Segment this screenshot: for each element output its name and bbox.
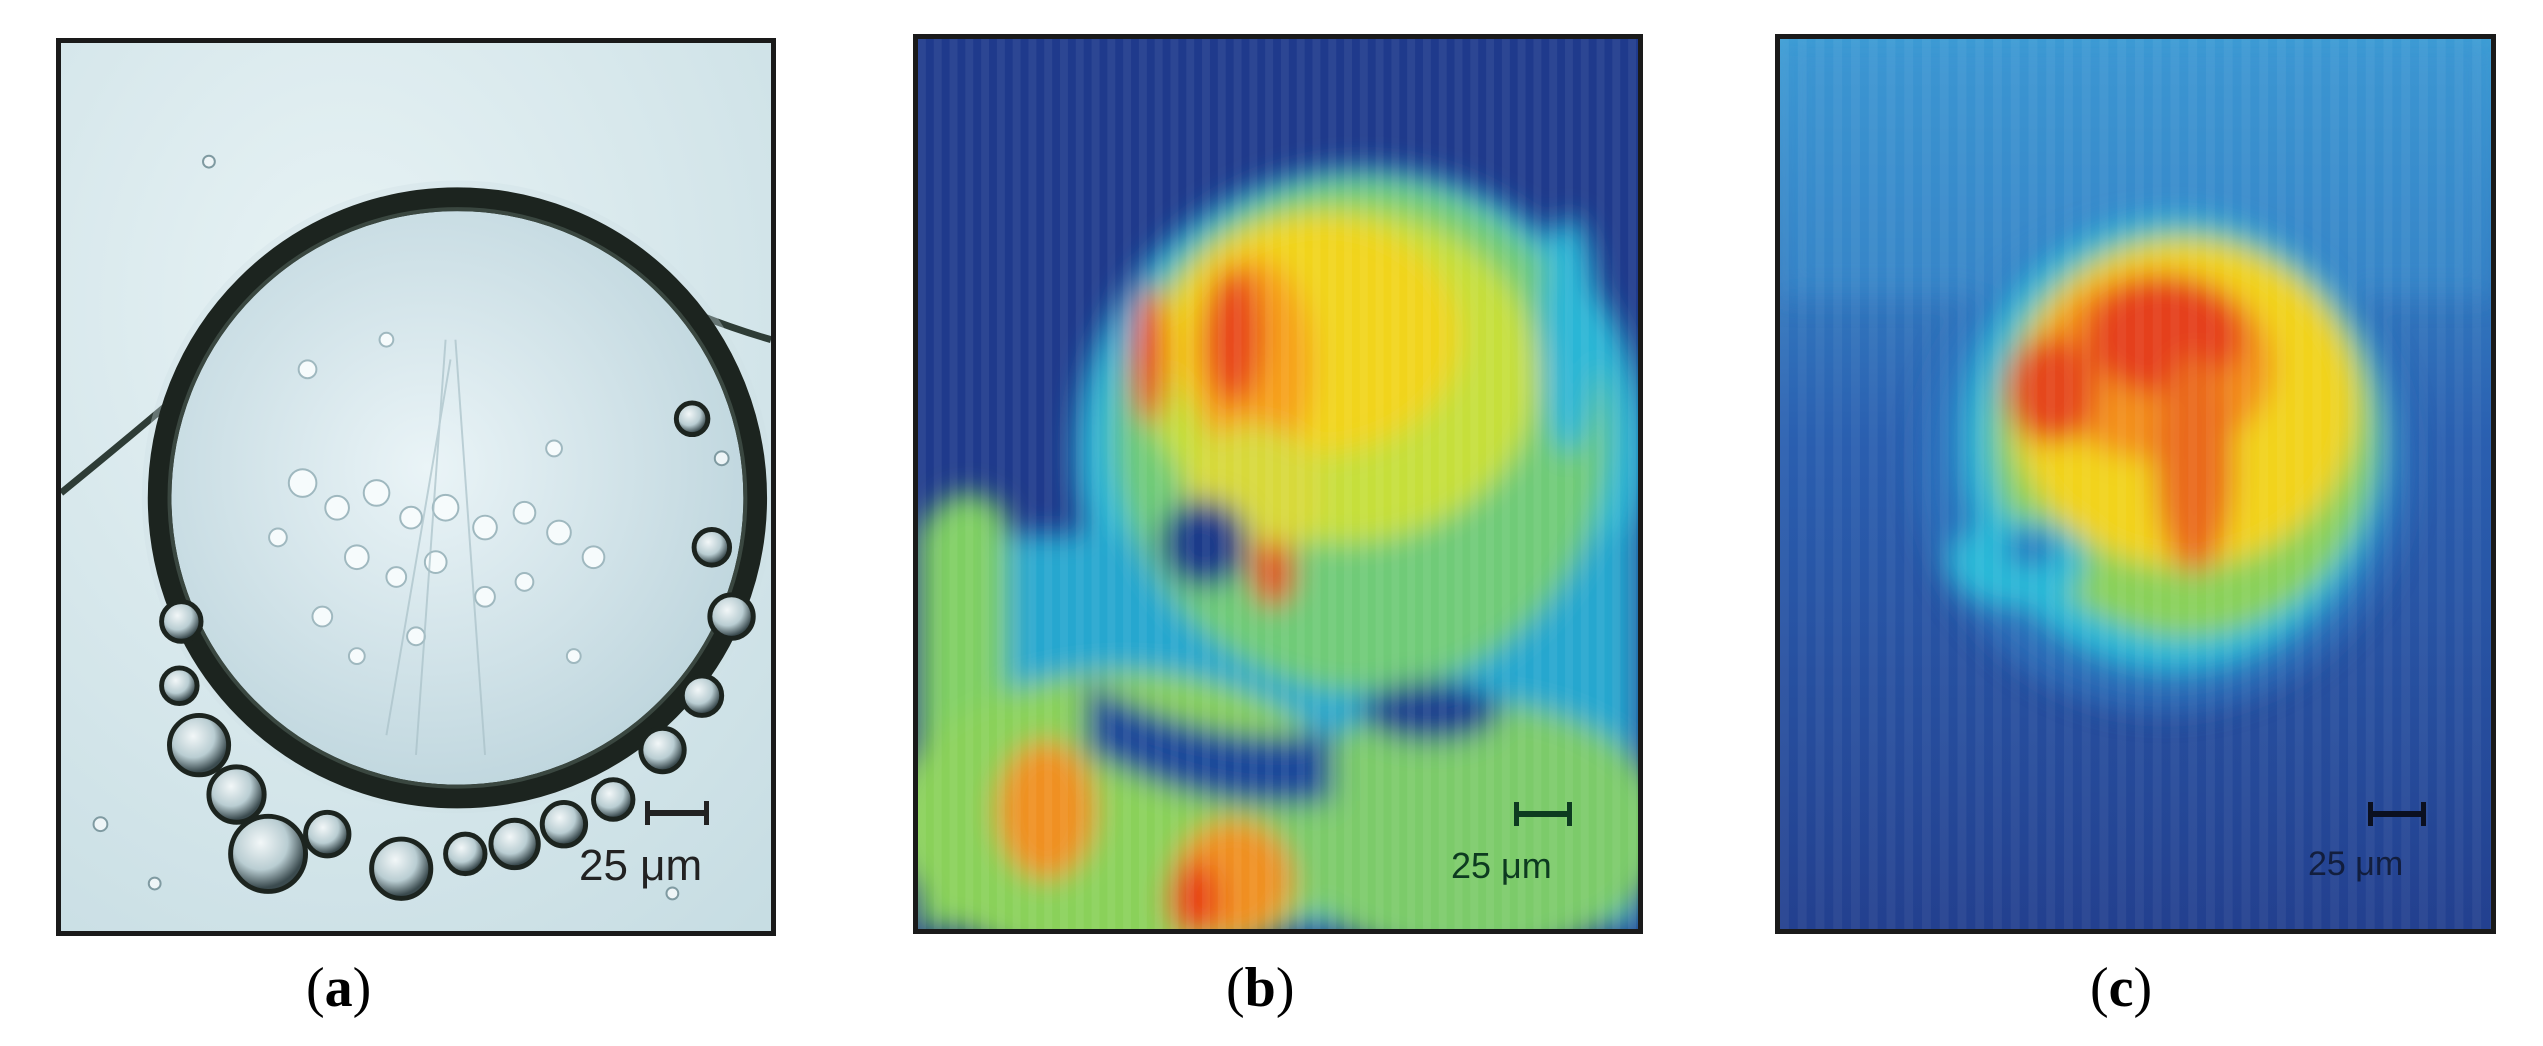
panel-b-heatmap: 25 μm — [913, 34, 1643, 934]
caption-a: (a) — [306, 960, 371, 1016]
scale-label-c: 25 μm — [2308, 845, 2404, 883]
caption-b-close: ) — [1275, 957, 1295, 1019]
caption-c: (c) — [2090, 960, 2152, 1016]
caption-c-letter: c — [2108, 957, 2134, 1019]
caption-c-close: ) — [2133, 957, 2153, 1019]
caption-b-letter: b — [1244, 957, 1276, 1019]
panel-a-micrograph: 25 μm — [56, 38, 776, 936]
heatmap-image-b — [918, 39, 1638, 929]
caption-b-open: ( — [1226, 957, 1245, 1019]
caption-a-close: ) — [352, 957, 372, 1019]
scale-label-b: 25 μm — [1451, 845, 1552, 886]
droplet-micrograph-image — [61, 43, 771, 931]
caption-b: (b) — [1226, 960, 1294, 1016]
caption-a-open: ( — [306, 957, 325, 1019]
caption-c-open: ( — [2090, 957, 2109, 1019]
scale-label-a: 25 μm — [579, 841, 703, 890]
caption-a-letter: a — [324, 957, 353, 1019]
heatmap-image-c — [1780, 39, 2491, 929]
panel-c-heatmap: 25 μm — [1775, 34, 2496, 934]
